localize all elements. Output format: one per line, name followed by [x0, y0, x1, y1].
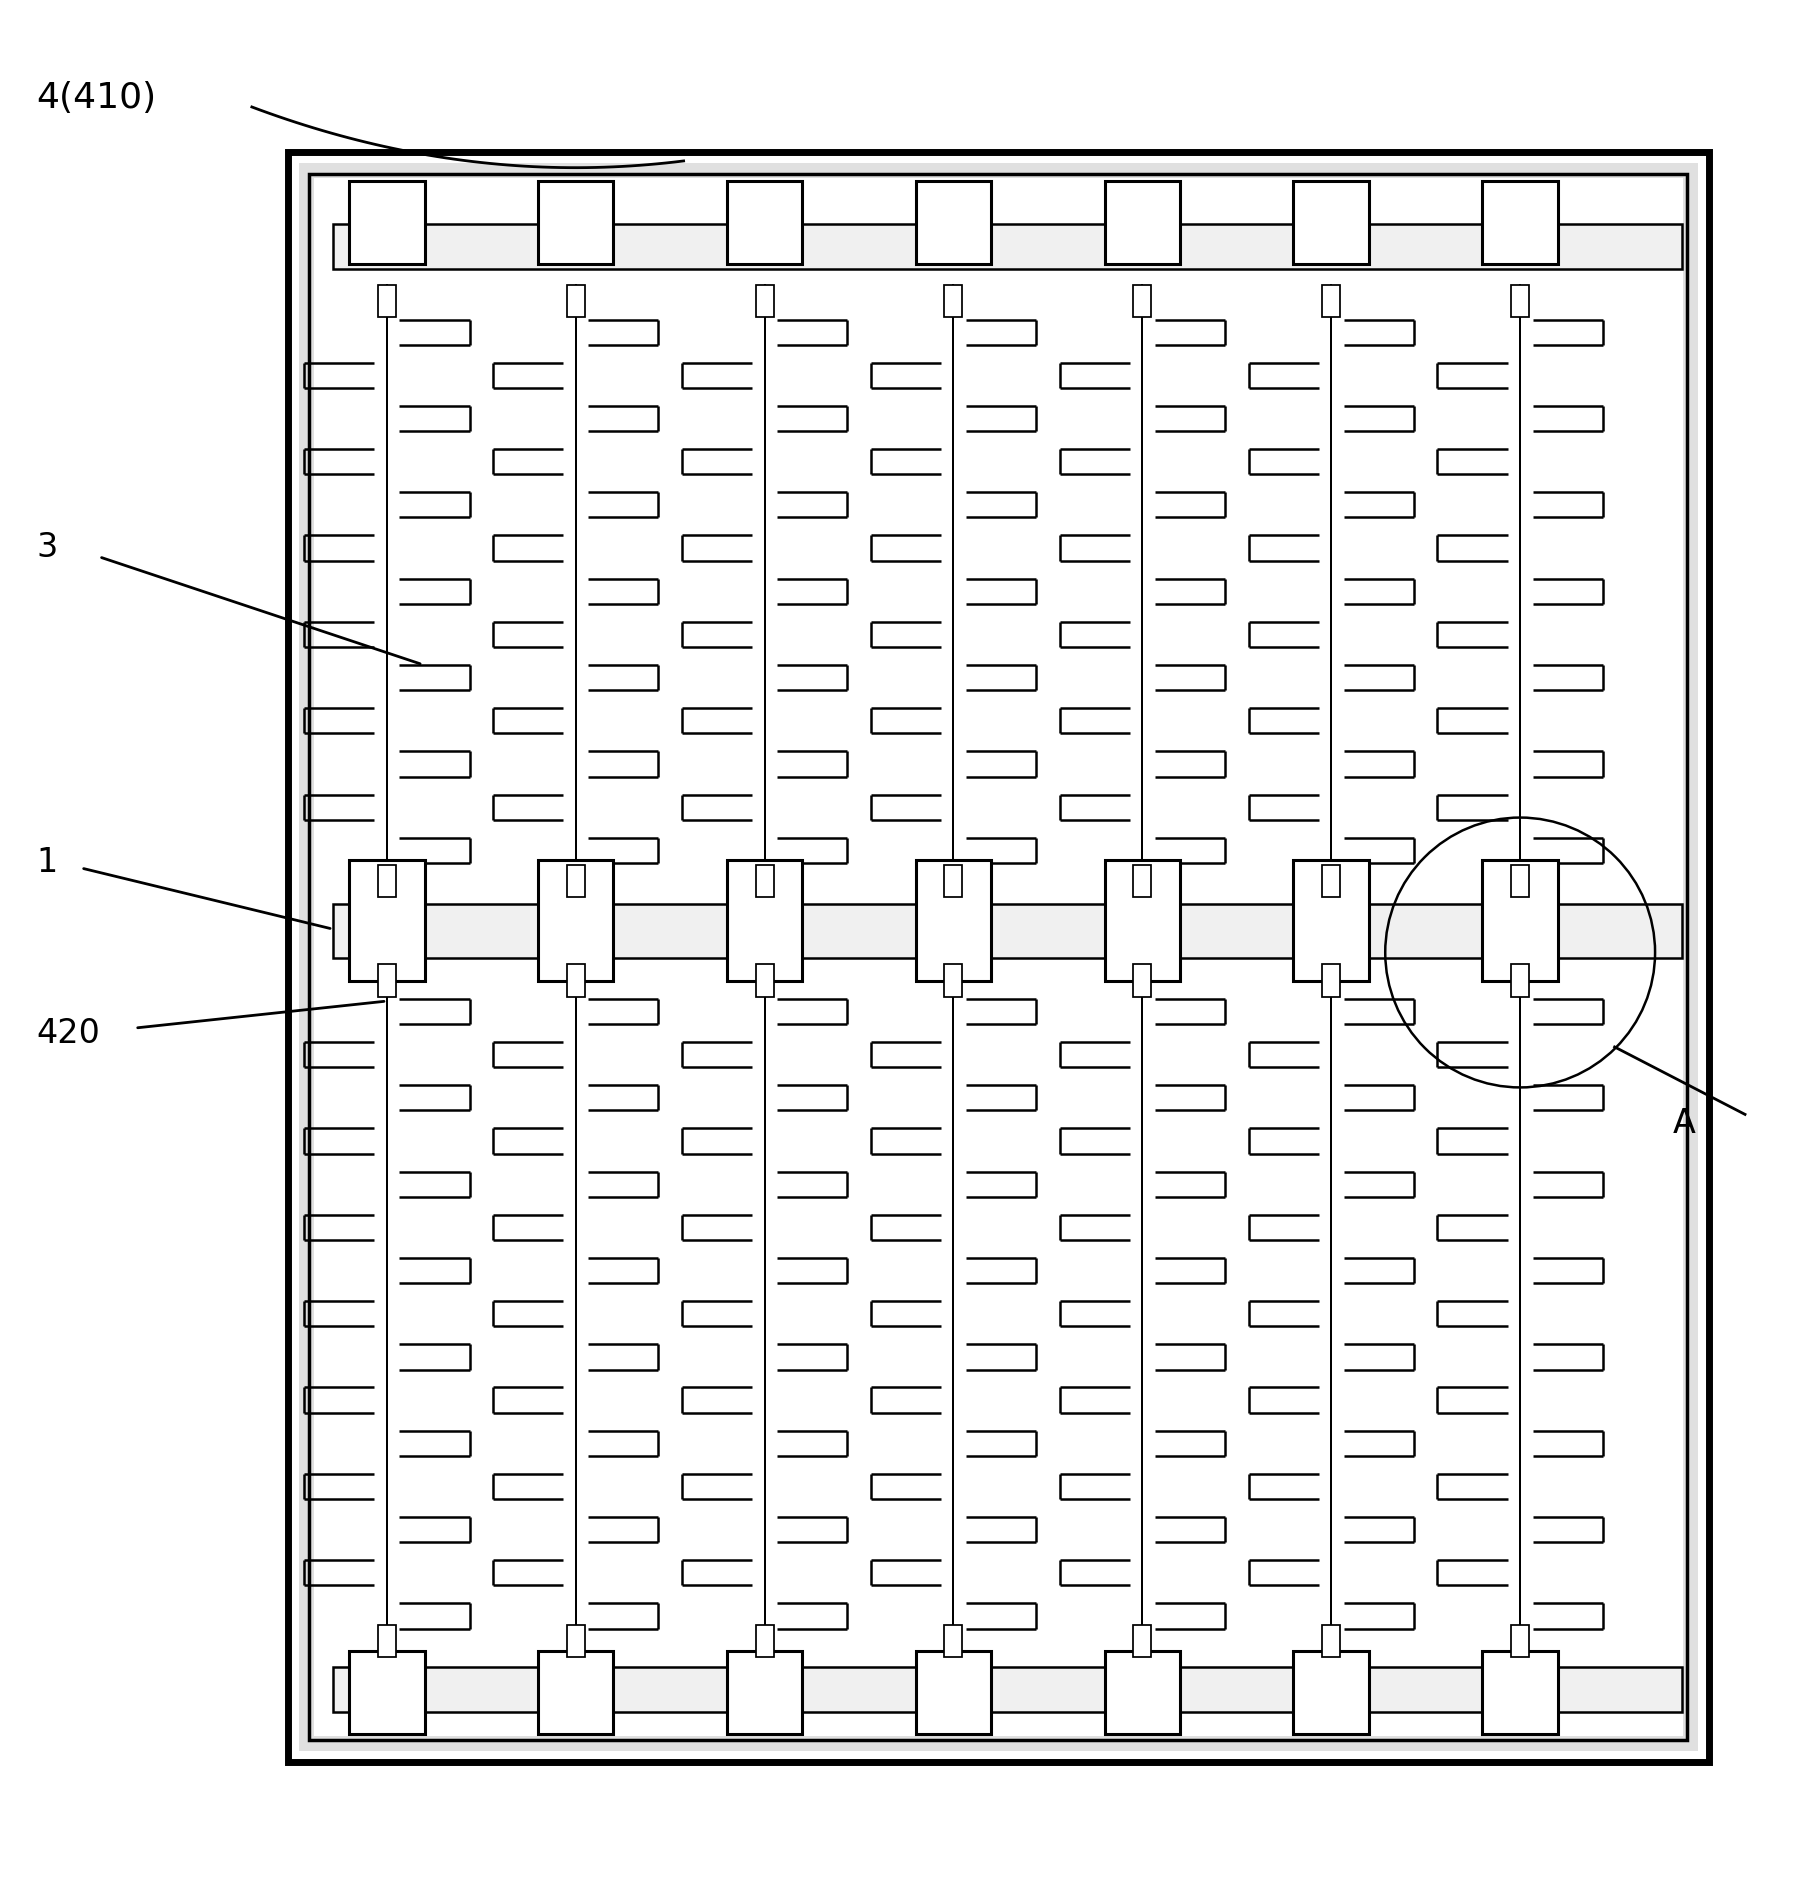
Bar — [349, 1651, 424, 1734]
Text: 420: 420 — [36, 1017, 101, 1049]
Text: 3: 3 — [36, 532, 58, 564]
Bar — [378, 285, 396, 317]
Bar — [1133, 285, 1151, 317]
Bar — [538, 1651, 613, 1734]
Bar — [1322, 1625, 1340, 1657]
Bar — [755, 1625, 773, 1657]
Bar — [1293, 860, 1368, 981]
Bar — [1133, 1625, 1151, 1657]
Bar — [755, 964, 773, 996]
Bar — [1104, 860, 1179, 981]
Bar — [1510, 1625, 1528, 1657]
Bar — [538, 860, 613, 981]
Bar — [944, 864, 962, 898]
Bar — [1133, 864, 1151, 898]
Text: A: A — [1672, 1108, 1696, 1140]
Bar — [566, 864, 584, 898]
Bar — [333, 904, 1681, 959]
Bar — [1293, 1651, 1368, 1734]
Bar — [1510, 964, 1528, 996]
Bar — [349, 181, 424, 264]
Bar — [726, 1651, 802, 1734]
Bar — [944, 1625, 962, 1657]
Bar — [755, 285, 773, 317]
Bar — [944, 964, 962, 996]
Bar — [915, 860, 991, 981]
Bar — [378, 1625, 396, 1657]
Bar — [288, 153, 1708, 1762]
Bar — [726, 860, 802, 981]
Bar — [1104, 1651, 1179, 1734]
Bar — [566, 285, 584, 317]
Bar — [298, 162, 1697, 1751]
Bar — [1322, 285, 1340, 317]
Bar — [1510, 864, 1528, 898]
Bar — [944, 285, 962, 317]
Bar — [378, 964, 396, 996]
Bar — [1133, 964, 1151, 996]
Bar — [1104, 181, 1179, 264]
Text: 4(410): 4(410) — [36, 81, 156, 115]
Bar — [309, 174, 1687, 1740]
Bar — [915, 181, 991, 264]
Bar — [1482, 181, 1557, 264]
Bar — [1510, 285, 1528, 317]
Bar — [1322, 864, 1340, 898]
Bar — [333, 1666, 1681, 1712]
Bar — [349, 860, 424, 981]
Text: 1: 1 — [36, 845, 58, 879]
Bar — [313, 177, 1683, 1736]
Bar — [755, 864, 773, 898]
Bar — [1482, 860, 1557, 981]
Bar — [1293, 181, 1368, 264]
Bar — [538, 181, 613, 264]
Bar — [566, 1625, 584, 1657]
Bar — [333, 225, 1681, 268]
Bar — [1482, 1651, 1557, 1734]
Bar — [566, 964, 584, 996]
Bar — [726, 181, 802, 264]
Bar — [1322, 964, 1340, 996]
Bar — [378, 864, 396, 898]
Bar — [915, 1651, 991, 1734]
